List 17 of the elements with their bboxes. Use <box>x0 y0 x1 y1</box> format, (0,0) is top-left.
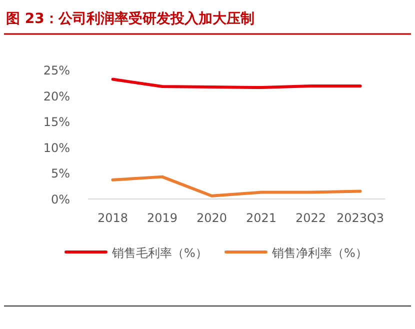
x-tick-label: 2019 <box>146 211 178 225</box>
y-tick-label: 25% <box>43 64 70 78</box>
x-tick-label: 2023Q3 <box>336 211 384 225</box>
y-tick-label: 15% <box>43 115 70 130</box>
y-tick-label: 5% <box>50 166 70 181</box>
y-tick-label: 0% <box>50 192 70 206</box>
x-tick-label: 2018 <box>97 211 128 225</box>
line-series <box>111 78 362 90</box>
x-tick-label: 2021 <box>246 211 277 225</box>
x-tick-label: 2020 <box>196 211 228 225</box>
line-series <box>111 175 362 198</box>
legend-label: 销售毛利率（%） <box>111 246 208 260</box>
legend-label: 销售净利率（%） <box>271 246 368 260</box>
x-tick-label: 2022 <box>295 211 326 225</box>
chart-title: 图 23：公司利润率受研发投入加大压制 <box>6 10 254 27</box>
y-tick-label: 20% <box>43 89 70 104</box>
y-tick-label: 10% <box>43 140 70 155</box>
